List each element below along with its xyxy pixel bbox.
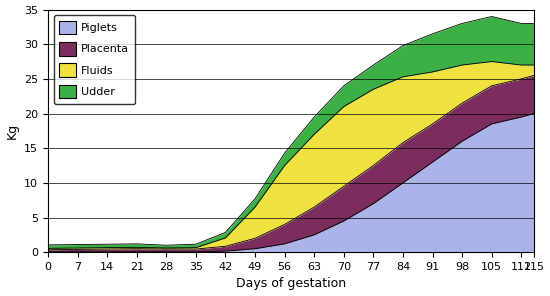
Y-axis label: Kg: Kg: [6, 123, 19, 139]
Legend: Piglets, Placenta, Fluids, Udder: Piglets, Placenta, Fluids, Udder: [53, 15, 135, 104]
X-axis label: Days of gestation: Days of gestation: [236, 277, 346, 290]
